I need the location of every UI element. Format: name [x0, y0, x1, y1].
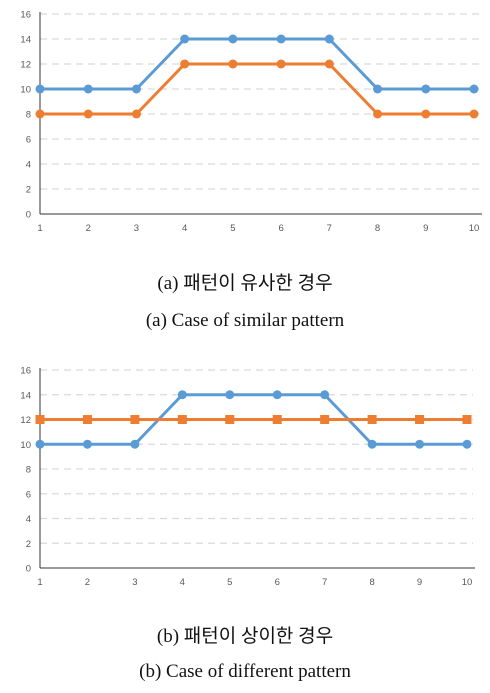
data-point-series-1: [35, 439, 45, 449]
data-point-series-2: [415, 415, 425, 424]
y-tick-label: 4: [26, 160, 31, 171]
x-tick-label: 10: [469, 223, 480, 234]
caption-a-english: (a) Case of similar pattern: [145, 310, 345, 331]
data-point-series-1: [228, 34, 238, 44]
data-point-series-2: [469, 109, 479, 119]
x-tick-label: 8: [375, 223, 380, 234]
data-point-series-2: [180, 59, 190, 69]
data-point-series-1: [35, 84, 45, 94]
data-point-series-2: [276, 59, 286, 69]
data-point-series-1: [324, 34, 334, 44]
y-tick-label: 12: [20, 415, 31, 426]
data-point-series-1: [130, 439, 140, 449]
caption-b-korean: (b) 패턴이 상이한 경우: [156, 626, 334, 647]
data-point-series-2: [83, 109, 93, 119]
x-tick-label: 9: [417, 577, 422, 588]
y-tick-label: 0: [26, 210, 31, 221]
y-tick-label: 8: [26, 465, 31, 476]
y-tick-label: 16: [20, 10, 31, 21]
x-tick-label: 6: [278, 223, 283, 234]
x-tick-label: 4: [182, 223, 187, 234]
data-point-series-2: [320, 415, 330, 424]
chart-panel-a: 0 2 4 6 8 10 12 14 16 1 2 3 4 5 6 7 8 9 10 (a) 패턴이 유사한 경우 …: [0, 0, 490, 340]
x-tick-label: 9: [423, 223, 428, 234]
x-tick-label: 7: [322, 577, 327, 588]
y-tick-label: 6: [26, 489, 31, 500]
data-point-series-1: [462, 439, 472, 449]
data-point-series-1: [320, 390, 330, 400]
x-tick-label: 10: [462, 577, 473, 588]
series-line-1: [40, 393, 467, 446]
x-tick-label: 6: [275, 577, 280, 588]
y-tick-label: 16: [20, 366, 31, 377]
y-tick-label: 0: [26, 564, 31, 575]
data-point-series-1: [177, 390, 187, 400]
y-tick-label: 10: [20, 440, 31, 451]
y-tick-label: 2: [26, 539, 31, 550]
data-point-series-1: [415, 439, 425, 449]
data-point-series-2: [131, 109, 141, 119]
data-point-series-2: [373, 109, 383, 119]
data-point-series-2: [367, 415, 377, 424]
caption-b-english: (b) Case of different pattern: [139, 661, 351, 682]
data-point-series-1: [83, 84, 93, 94]
x-tick-label: 5: [230, 223, 235, 234]
chart-panel-b: 0 2 4 6 8 10 12 14 16 1 2 3 4 5 6 7 8 9 10 (b) 패턴이 상이한 경우 …: [0, 355, 490, 693]
data-point-series-2: [35, 415, 45, 424]
caption-a-korean: (a) 패턴이 유사한 경우: [157, 273, 333, 294]
series-line-1: [40, 37, 474, 91]
data-point-series-2: [421, 109, 431, 119]
x-tick-label: 2: [85, 577, 90, 588]
data-point-series-2: [225, 415, 235, 424]
y-tick-label: 14: [20, 35, 31, 46]
x-tick-label: 8: [369, 577, 374, 588]
x-tick-label: 4: [180, 577, 185, 588]
data-point-series-1: [82, 439, 92, 449]
x-tick-label: 1: [37, 223, 42, 234]
data-point-series-2: [82, 415, 92, 424]
data-point-series-1: [225, 390, 235, 400]
data-point-series-1: [180, 34, 190, 44]
y-tick-label: 12: [20, 60, 31, 71]
x-tick-label: 3: [134, 223, 139, 234]
x-tick-label: 5: [227, 577, 232, 588]
data-point-series-2: [130, 415, 140, 424]
x-tick-label: 2: [86, 223, 91, 234]
data-point-series-2: [462, 415, 472, 424]
data-point-series-1: [469, 84, 479, 94]
data-point-series-1: [367, 439, 377, 449]
data-point-series-2: [228, 59, 238, 69]
data-point-series-1: [272, 390, 282, 400]
x-tick-label: 3: [132, 577, 137, 588]
data-point-series-2: [272, 415, 282, 424]
y-tick-label: 10: [20, 85, 31, 96]
x-tick-label: 1: [37, 577, 42, 588]
y-tick-label: 2: [26, 185, 31, 196]
data-point-series-2: [35, 109, 45, 119]
y-tick-label: 14: [20, 390, 31, 401]
x-tick-label: 7: [327, 223, 332, 234]
series-line-2: [40, 62, 474, 116]
data-point-series-2: [324, 59, 334, 69]
data-point-series-1: [131, 84, 141, 94]
y-tick-label: 4: [26, 514, 31, 525]
y-tick-label: 8: [26, 110, 31, 121]
data-point-series-2: [177, 415, 187, 424]
data-point-series-1: [421, 84, 431, 94]
y-tick-label: 6: [26, 135, 31, 146]
data-point-series-1: [373, 84, 383, 94]
data-point-series-1: [276, 34, 286, 44]
